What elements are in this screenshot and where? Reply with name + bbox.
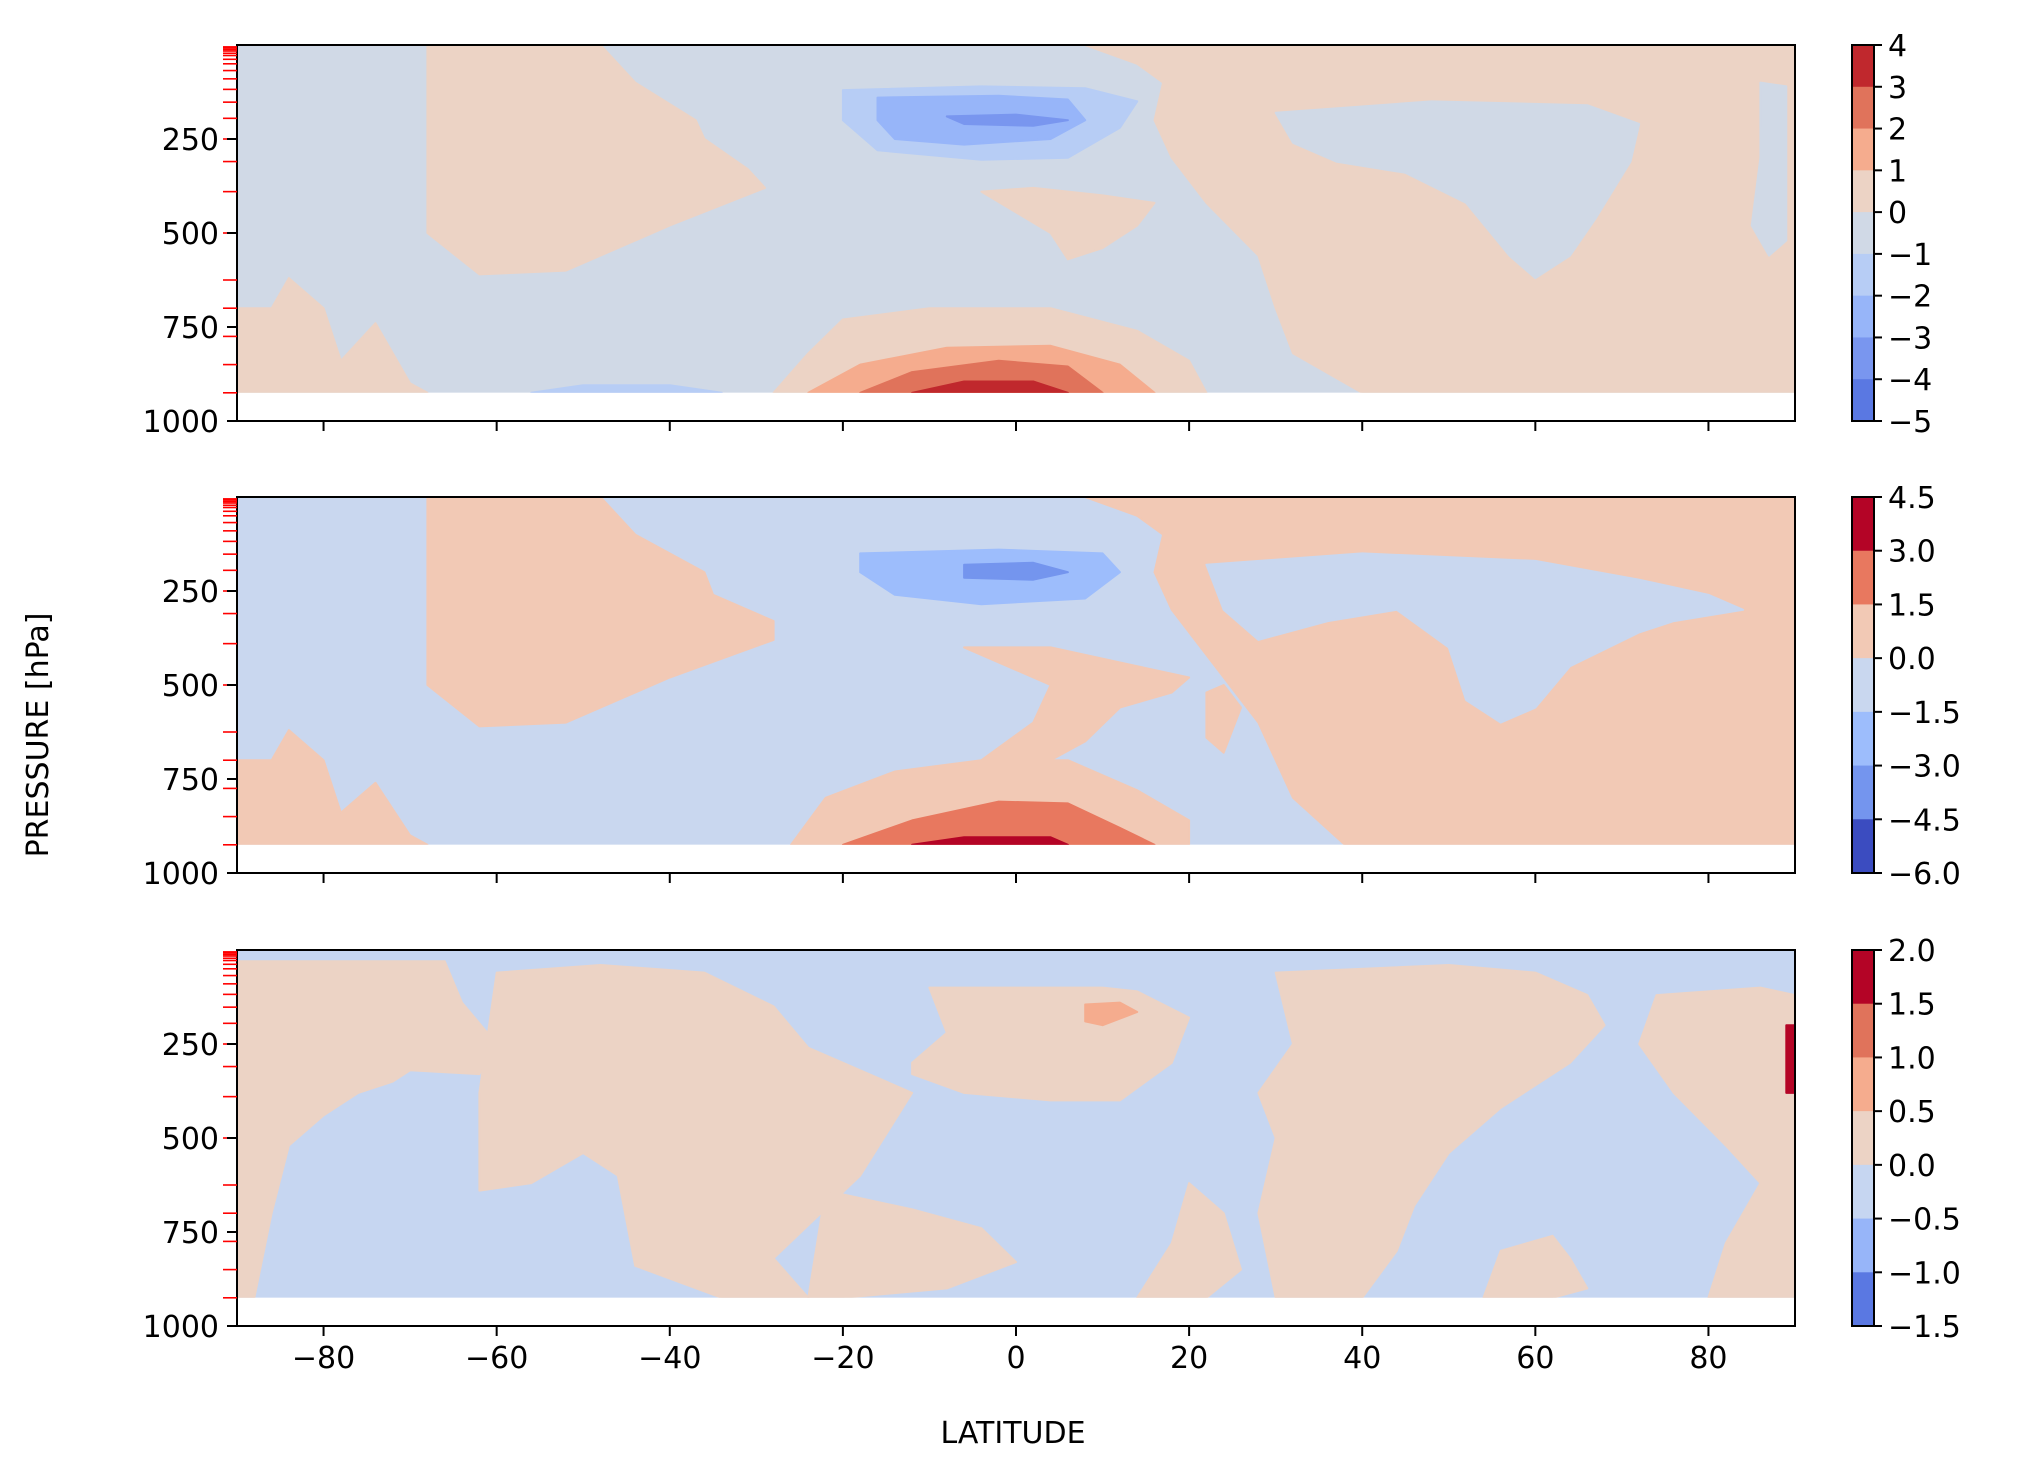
colorbar-segment	[1852, 1219, 1874, 1273]
panels: 250 500 750 1000 4 3 2 1 0 −1 −2 −3 −4 −5 250 500 750 100…	[143, 29, 1961, 1376]
x-tick-label: −20	[811, 1341, 874, 1376]
colorbar-tick-label: −1.0	[1888, 1256, 1961, 1291]
colorbar-segment	[1852, 766, 1874, 820]
colorbar-tick-label: −4.5	[1888, 803, 1961, 838]
y-tick-label: 750	[162, 311, 219, 346]
colorbar-segment	[1852, 129, 1874, 171]
colorbar-tick-label: 2	[1888, 113, 1907, 148]
colorbar-tick-label: 4.5	[1888, 481, 1936, 516]
colorbar-segment	[1852, 296, 1874, 338]
colorbar-tick-label: 4	[1888, 29, 1907, 64]
contour-region	[1786, 1025, 1795, 1093]
colorbar-segment	[1852, 170, 1874, 212]
colorbar-segment	[1852, 658, 1874, 712]
colorbar-segment	[1852, 379, 1874, 421]
x-tick-label: −80	[292, 1341, 355, 1376]
colorbar-tick-label: −1.5	[1888, 1310, 1961, 1345]
colorbar-tick-label: −1.5	[1888, 696, 1961, 731]
y-axis-label: PRESSURE [hPa]	[21, 613, 56, 858]
colorbar-tick-label: −3.0	[1888, 750, 1961, 785]
colorbar-tick-label: −0.5	[1888, 1203, 1961, 1238]
y-tick-label: 1000	[143, 1310, 219, 1345]
colorbar-1: 4 3 2 1 0 −1 −2 −3 −4 −5	[1852, 29, 1932, 440]
x-tick-label: −60	[465, 1341, 528, 1376]
colorbar-segment	[1852, 45, 1874, 87]
colorbar-tick-label: 0.5	[1888, 1095, 1936, 1130]
colorbar-segment	[1852, 1272, 1874, 1326]
panel-2: 250 500 750 1000 4.5 3.0 1.5 0.0 −1.5 −3.0 −4.5 −6.…	[143, 481, 1961, 892]
colorbar-tick-label: 3	[1888, 71, 1907, 106]
colorbar-tick-label: 3.0	[1888, 535, 1936, 570]
colorbar-3: 2.0 1.5 1.0 0.5 0.0 −0.5 −1.0 −1.5	[1852, 934, 1961, 1345]
panel-1: 250 500 750 1000 4 3 2 1 0 −1 −2 −3 −4 −5	[143, 29, 1933, 440]
colorbar-tick-label: 1.5	[1888, 588, 1936, 623]
colorbar-tick-label: −6.0	[1888, 857, 1961, 892]
y-tick-label: 500	[162, 217, 219, 252]
colorbar-tick-label: 1.5	[1888, 988, 1936, 1023]
colorbar-segment	[1852, 1165, 1874, 1219]
x-tick-label: 60	[1516, 1341, 1554, 1376]
panel-3: 250 500 750 1000 −80 −60 −40 −20 0 20 40 60 80 2.0 1.5…	[143, 934, 1961, 1376]
colorbar-tick-label: 1	[1888, 154, 1907, 189]
colorbar-segment	[1852, 1057, 1874, 1111]
x-axis-label: LATITUDE	[940, 1416, 1085, 1451]
colorbar-tick-label: −1	[1888, 238, 1932, 273]
colorbar-segment	[1852, 950, 1874, 1004]
x-tick-label: 40	[1343, 1341, 1381, 1376]
colorbar-2: 4.5 3.0 1.5 0.0 −1.5 −3.0 −4.5 −6.0	[1852, 481, 1961, 892]
colorbar-segment	[1852, 337, 1874, 379]
colorbar-segment	[1852, 212, 1874, 254]
colorbar-tick-label: −3	[1888, 321, 1932, 356]
colorbar-segment	[1852, 254, 1874, 296]
colorbar-tick-label: 2.0	[1888, 934, 1936, 969]
colorbar-segment	[1852, 1111, 1874, 1165]
colorbar-segment	[1852, 1004, 1874, 1058]
colorbar-tick-label: 1.0	[1888, 1041, 1936, 1076]
y-tick-label: 500	[162, 1122, 219, 1157]
colorbar-segment	[1852, 551, 1874, 605]
x-tick-label: 20	[1170, 1341, 1208, 1376]
colorbar-tick-label: 0	[1888, 196, 1907, 231]
colorbar-tick-label: 0.0	[1888, 1149, 1936, 1184]
colorbar-tick-label: −5	[1888, 405, 1932, 440]
y-tick-label: 500	[162, 669, 219, 704]
y-tick-label: 750	[162, 763, 219, 798]
x-tick-label: 80	[1689, 1341, 1727, 1376]
colorbar-tick-label: −2	[1888, 280, 1932, 315]
colorbar-segment	[1852, 497, 1874, 551]
y-tick-label: 250	[162, 575, 219, 610]
y-tick-label: 250	[162, 123, 219, 158]
y-tick-label: 1000	[143, 857, 219, 892]
colorbar-segment	[1852, 712, 1874, 766]
y-tick-label: 750	[162, 1216, 219, 1251]
colorbar-tick-label: −4	[1888, 363, 1932, 398]
colorbar-segment	[1852, 87, 1874, 129]
x-tick-label: −40	[638, 1341, 701, 1376]
y-tick-label: 250	[162, 1028, 219, 1063]
colorbar-tick-label: 0.0	[1888, 642, 1936, 677]
y-tick-label: 1000	[143, 405, 219, 440]
colorbar-segment	[1852, 819, 1874, 873]
colorbar-segment	[1852, 604, 1874, 658]
x-tick-label: 0	[1006, 1341, 1025, 1376]
